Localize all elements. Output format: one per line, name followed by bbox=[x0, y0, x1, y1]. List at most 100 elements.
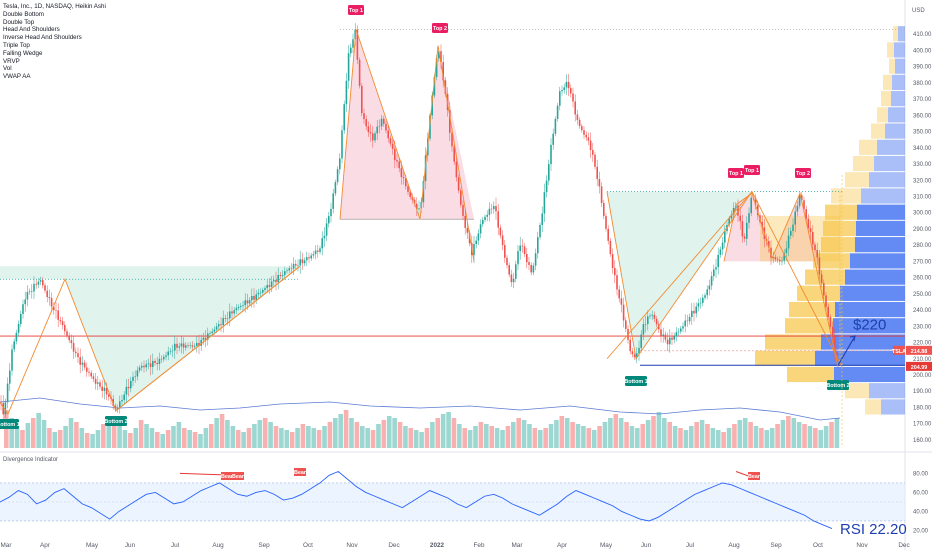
candle-body bbox=[616, 275, 618, 290]
volume-bar bbox=[786, 416, 791, 448]
indicator-vwap[interactable]: VWAP AA bbox=[3, 73, 31, 81]
volume-bar bbox=[537, 430, 543, 448]
candle-body bbox=[413, 199, 416, 204]
vrvp-bar-up bbox=[892, 74, 905, 91]
volume-bar bbox=[834, 418, 840, 448]
candle-body bbox=[396, 160, 398, 162]
volume-bar bbox=[796, 422, 802, 448]
candle-body bbox=[198, 342, 200, 346]
candle-body bbox=[53, 306, 55, 311]
candle-body bbox=[218, 324, 220, 327]
candle-body bbox=[101, 386, 103, 391]
candle-body bbox=[512, 278, 515, 283]
candle-body bbox=[345, 80, 348, 105]
candle-body bbox=[761, 221, 763, 228]
candle-body bbox=[462, 204, 464, 216]
volume-bar bbox=[802, 424, 807, 448]
candle-body bbox=[629, 339, 631, 352]
volume-bar bbox=[408, 428, 414, 448]
volume-bar bbox=[721, 432, 726, 448]
candle-body bbox=[185, 345, 187, 348]
volume-bar bbox=[214, 418, 219, 448]
price-tick: 270.00 bbox=[913, 259, 932, 265]
volume-bar bbox=[732, 424, 737, 448]
price-tick: 170.00 bbox=[913, 422, 932, 428]
volume-bar bbox=[662, 418, 667, 448]
candle-body bbox=[578, 119, 581, 127]
volume-bar bbox=[25, 423, 31, 448]
indicator-triple-top[interactable]: Triple Top bbox=[3, 41, 30, 49]
candle-body bbox=[123, 394, 125, 400]
volume-bar bbox=[635, 428, 640, 448]
time-tick: Apr bbox=[557, 542, 568, 549]
candle-body bbox=[589, 140, 592, 151]
indicator-inverse-head-and-shoulders[interactable]: Inverse Head And Shoulders bbox=[3, 34, 82, 42]
volume-bar bbox=[333, 418, 338, 448]
indicator-falling-wedge[interactable]: Falling Wedge bbox=[3, 49, 43, 57]
volume-bar bbox=[273, 426, 279, 448]
indicator-vol[interactable]: Vol bbox=[3, 65, 12, 73]
price-tick: 320.00 bbox=[913, 178, 932, 184]
vrvp-bar-down bbox=[887, 42, 894, 58]
volume-bar bbox=[424, 428, 430, 448]
candle-body bbox=[303, 260, 306, 264]
candle-body bbox=[710, 276, 713, 286]
candle-body bbox=[455, 161, 458, 178]
vrvp-bar-down bbox=[865, 399, 881, 415]
volume-bar bbox=[435, 418, 441, 448]
candle-body bbox=[158, 358, 161, 365]
price-tag-low: 204.99 bbox=[911, 365, 928, 371]
candle-body bbox=[620, 298, 623, 305]
candle-body bbox=[314, 250, 317, 255]
time-tick: Jul bbox=[686, 542, 694, 549]
volume-bar bbox=[457, 424, 462, 448]
candle-body bbox=[178, 346, 180, 348]
ticker-tag-bg bbox=[893, 345, 905, 355]
pattern-label-top: Top 1 bbox=[745, 168, 759, 174]
candle-body bbox=[81, 362, 84, 365]
volume-bar bbox=[769, 428, 775, 448]
currency-label: USD bbox=[912, 8, 925, 14]
candle-body bbox=[660, 329, 662, 336]
indicator-double-top[interactable]: Double Top bbox=[3, 18, 35, 26]
vrvp-bar-down bbox=[871, 123, 885, 139]
candle-body bbox=[262, 289, 264, 293]
candle-body bbox=[358, 59, 361, 86]
bear-tag-bg bbox=[221, 472, 233, 480]
vrvp-bar-up bbox=[821, 334, 905, 350]
candle-body bbox=[473, 244, 475, 256]
volume-bar bbox=[343, 410, 349, 448]
candle-body bbox=[306, 257, 308, 261]
indicator-vrvp[interactable]: VRVP bbox=[3, 57, 20, 65]
volume-bar bbox=[505, 426, 511, 448]
candle-body bbox=[308, 257, 310, 259]
candle-body bbox=[103, 387, 106, 391]
volume-bar bbox=[602, 422, 608, 448]
price-tick: 180.00 bbox=[913, 405, 932, 411]
candle-body bbox=[785, 248, 788, 254]
vrvp-bar-down bbox=[859, 139, 877, 155]
candle-body bbox=[323, 235, 326, 239]
candle-body bbox=[407, 186, 409, 192]
indicator-double-bottom[interactable]: Double Bottom bbox=[3, 10, 44, 18]
symbol-title: Tesla, Inc., 1D, NASDAQ, Heikin Ashi bbox=[3, 3, 106, 10]
volume-bar bbox=[90, 434, 95, 448]
candle-body bbox=[695, 306, 697, 314]
candle-body bbox=[141, 365, 143, 368]
rsi-tick: 20.00 bbox=[913, 528, 929, 534]
candle-body bbox=[682, 326, 684, 329]
volume-bar bbox=[160, 434, 166, 448]
candle-body bbox=[174, 343, 176, 351]
candle-body bbox=[567, 81, 570, 89]
indicator-head-and-shoulders[interactable]: Head And Shoulders bbox=[3, 26, 60, 34]
vrvp-bar-down bbox=[881, 91, 891, 107]
price-tick: 190.00 bbox=[913, 389, 932, 395]
volume-bar bbox=[678, 428, 683, 448]
candle-body bbox=[325, 223, 328, 236]
candle-body bbox=[816, 250, 818, 258]
candle-body bbox=[796, 205, 799, 212]
volume-bar bbox=[128, 433, 133, 448]
volume-bar bbox=[225, 420, 230, 448]
vrvp-bar-down bbox=[813, 253, 850, 269]
